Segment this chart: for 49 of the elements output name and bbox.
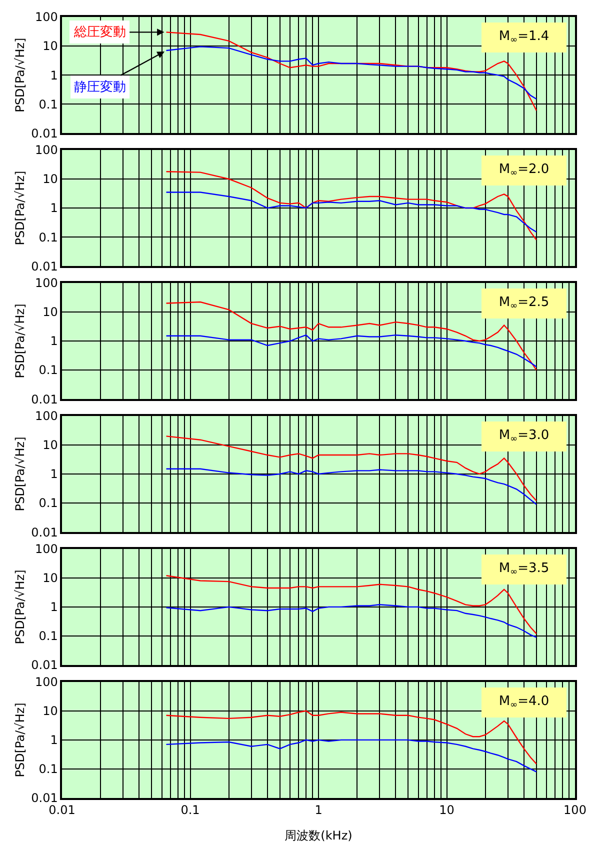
- y-tick-label: 0.1: [38, 762, 58, 776]
- text: 総圧変動: [73, 24, 126, 40]
- y-tick-label: 100: [34, 10, 58, 24]
- y-axis-title: PSD[Pa/√Hz]: [12, 304, 27, 378]
- x-axis-title: 周波数(kHz): [284, 828, 352, 843]
- y-tick-label: 1: [50, 467, 58, 482]
- x-tick-label: 10: [439, 803, 454, 818]
- annotation: M$_{∞}$=3.0: [498, 428, 550, 445]
- y-tick-label: 0.1: [38, 97, 58, 112]
- y-tick-label: 10: [42, 571, 58, 586]
- y-tick-label: 0.1: [38, 629, 58, 644]
- y-tick-label: 10: [42, 172, 58, 186]
- y-tick-label: 0.1: [38, 230, 58, 244]
- annotation: M$_{∞}$=4.0: [498, 694, 550, 711]
- y-tick-label: 0.01: [31, 126, 58, 140]
- y-tick-label: 10: [42, 704, 58, 718]
- y-tick-label: 10: [42, 39, 58, 54]
- annotation: M$_{∞}$=3.5: [498, 561, 550, 578]
- annotation: M$_{∞}$=2.5: [498, 295, 550, 312]
- y-tick-label: 1: [50, 68, 58, 82]
- y-axis-title: PSD[Pa/√Hz]: [12, 702, 27, 778]
- y-axis-title: PSD[Pa/√Hz]: [12, 436, 27, 512]
- annotation: M$_{∞}$=1.4: [498, 29, 550, 46]
- y-axis-title: PSD[Pa/√Hz]: [12, 570, 27, 644]
- y-tick-label: 100: [34, 675, 58, 690]
- y-axis-title: PSD[Pa/√Hz]: [12, 170, 27, 246]
- y-tick-label: 100: [34, 409, 58, 424]
- y-tick-label: 1: [50, 733, 58, 748]
- y-axis-title: PSD[Pa/√Hz]: [12, 38, 27, 112]
- y-tick-label: 1: [50, 201, 58, 216]
- y-tick-label: 0.1: [38, 363, 58, 378]
- text: 静圧変動: [74, 79, 126, 95]
- y-tick-label: 1: [50, 334, 58, 348]
- annotation: M$_{∞}$=2.0: [498, 162, 550, 179]
- y-tick-label: 10: [42, 438, 58, 452]
- y-tick-label: 100: [34, 542, 58, 556]
- x-tick-label: 100: [564, 803, 586, 818]
- y-tick-label: 0.01: [31, 791, 58, 806]
- y-tick-label: 0.1: [38, 496, 58, 510]
- y-tick-label: 0.01: [31, 392, 58, 406]
- y-tick-label: 0.01: [31, 525, 58, 540]
- x-tick-label: 0.1: [180, 803, 200, 818]
- y-tick-label: 1: [50, 600, 58, 614]
- x-tick-label: 1: [314, 803, 322, 818]
- y-tick-label: 100: [34, 276, 58, 290]
- y-tick-label: 10: [42, 305, 58, 320]
- y-tick-label: 0.01: [31, 259, 58, 274]
- y-tick-label: 0.01: [31, 658, 58, 672]
- y-tick-label: 100: [34, 143, 58, 158]
